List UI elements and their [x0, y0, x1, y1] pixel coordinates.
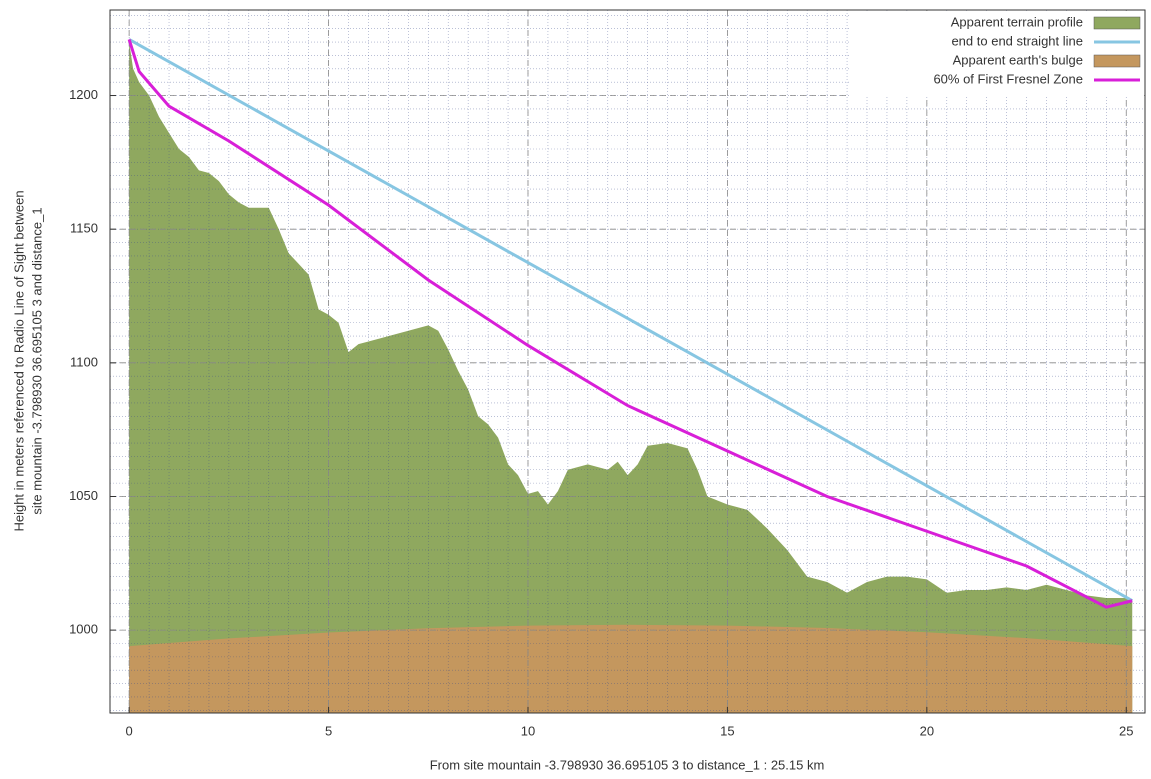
x-axis-label: From site mountain -3.798930 36.695105 3… — [430, 757, 825, 772]
y-axis-label: site mountain -3.798930 36.695105 3 and … — [29, 207, 44, 514]
legend-swatch — [1093, 16, 1141, 30]
legend-swatch — [1093, 54, 1141, 68]
line — [127, 38, 1133, 609]
plot-border — [109, 9, 1146, 714]
x-tick-label: 5 — [325, 723, 332, 738]
x-tick-label: 10 — [521, 723, 535, 738]
x-tick-label: 0 — [126, 723, 133, 738]
area — [129, 624, 1133, 713]
legend-label: 60% of First Fresnel Zone — [933, 71, 1083, 86]
x-tick-label: 20 — [920, 723, 934, 738]
legend-label: end to end straight line — [951, 33, 1083, 48]
y-tick-label: 1000 — [69, 622, 98, 637]
y-tick-label: 1100 — [70, 354, 98, 369]
y-tick-label: 1200 — [69, 87, 98, 102]
x-tick-label: 15 — [720, 723, 734, 738]
y-tick-label: 1150 — [70, 221, 98, 236]
y-tick-label: 1050 — [69, 488, 98, 503]
legend-label: Apparent earth's bulge — [953, 52, 1083, 67]
y-axis-label: Height in meters referenced to Radio Lin… — [11, 190, 26, 531]
line — [128, 38, 1133, 603]
x-tick-label: 25 — [1119, 723, 1133, 738]
area — [129, 42, 1133, 713]
legend-label: Apparent terrain profile — [951, 14, 1083, 29]
